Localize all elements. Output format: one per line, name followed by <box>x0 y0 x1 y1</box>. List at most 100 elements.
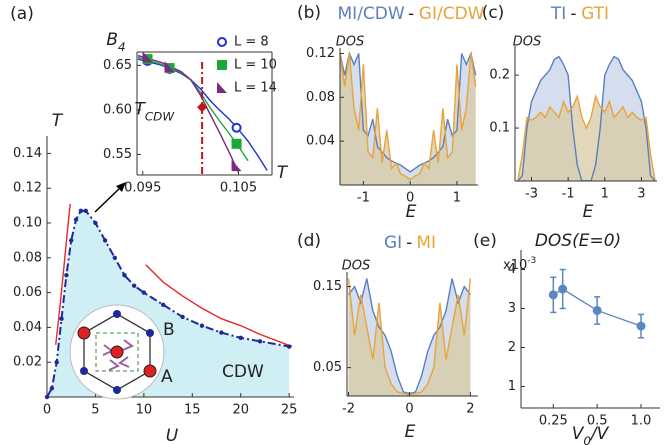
marker <box>73 217 79 222</box>
marker <box>141 290 147 295</box>
x-tick-label: 1 <box>453 191 461 206</box>
panel-d: 0.05 0.15 -2 0 2 (d) E DOS GI - MI <box>297 231 478 442</box>
y-axis-label: DOS <box>342 259 371 274</box>
y-axis-label-main: B <box>106 30 118 50</box>
legend-entry: GI <box>384 233 402 253</box>
legend-entry: TI <box>550 4 566 24</box>
x-tick-label: 0 <box>406 191 414 206</box>
x-tick-label: -2 <box>342 402 355 417</box>
y-tick-label: 0.65 <box>103 58 132 73</box>
panel-a-inset: 0.55 0.60 0.65 0.095 0.105 T B4 L = 8 L = 10 L = … <box>103 30 289 196</box>
area-fill <box>517 96 656 181</box>
legend: MI/CDW - GI/CDW <box>338 4 485 24</box>
marker <box>161 302 166 307</box>
x-tick-label: 0 <box>405 402 413 417</box>
y-tick-label: 0.55 <box>103 147 132 162</box>
y-tick-label: 0.1 <box>489 121 510 136</box>
marker <box>231 138 242 149</box>
legend-label: L = 10 <box>234 58 277 73</box>
x-tick-label: 20 <box>232 403 249 418</box>
series-line <box>517 94 656 181</box>
lattice-site <box>80 367 88 375</box>
marker <box>142 51 153 63</box>
series-line <box>517 55 656 181</box>
y-tick-label: 4 <box>508 262 516 277</box>
decoration: A B CDW <box>69 30 285 400</box>
panel-label: (b) <box>297 3 321 23</box>
panel-label: (a) <box>10 4 34 24</box>
y-tick-label: 0.06 <box>13 285 42 300</box>
legend-entry: GI/CDW <box>419 4 485 24</box>
marker <box>231 160 242 172</box>
y-tick-label: 0.05 <box>313 360 342 375</box>
legend-label: L = 14 <box>234 81 277 96</box>
series-line <box>47 209 290 397</box>
marker <box>199 323 205 328</box>
marker <box>44 394 50 400</box>
legend: TI - GTI <box>550 4 609 24</box>
lattice-site <box>113 386 121 394</box>
arrow <box>94 185 123 213</box>
x-axis-label: V0/V <box>572 424 610 445</box>
y-tick-label: 1 <box>508 379 516 394</box>
site-label: A <box>161 367 173 387</box>
series-line <box>137 58 268 171</box>
marker <box>180 314 185 320</box>
x-tick-label: 1.0 <box>631 414 652 429</box>
series-line <box>145 264 293 348</box>
y-tick-label: 3 <box>508 301 516 316</box>
y-axis-label-sub: 4 <box>118 40 126 54</box>
scale-label: x10-3 <box>503 256 537 273</box>
chart-title: DOS(E=0) <box>535 231 621 251</box>
series-line <box>55 203 71 345</box>
lattice-site-red <box>77 326 91 340</box>
x-tick-label: 0 <box>43 403 51 418</box>
marker <box>54 360 59 365</box>
panel-label: (e) <box>473 231 497 251</box>
y-tick-label: 0.15 <box>313 279 342 294</box>
inset-background <box>95 30 285 198</box>
data-point <box>592 305 602 315</box>
series-line <box>552 288 642 327</box>
y-tick-label: 0.08 <box>13 250 42 265</box>
lattice-site-red <box>143 364 157 378</box>
x-tick-label: 0.105 <box>220 181 257 196</box>
legend-entry: MI/CDW <box>338 4 405 24</box>
x-axis-label: E <box>405 422 416 442</box>
marker <box>69 238 74 243</box>
x-axis-label: E <box>583 202 594 222</box>
region-label: CDW <box>222 362 264 382</box>
y-tick-label: 0.08 <box>306 90 335 105</box>
critical-label-main: T <box>134 99 146 119</box>
lattice-square <box>95 332 139 372</box>
x-tick-label: 1 <box>601 187 609 202</box>
marker <box>59 316 64 321</box>
x-axis-label-after: /V <box>589 424 610 444</box>
x-axis-label: T <box>277 163 289 183</box>
x-axis-label: U <box>166 426 179 445</box>
marker <box>131 283 137 288</box>
y-axis-label: DOS <box>513 35 542 50</box>
marker <box>257 339 263 344</box>
y-tick-label: 0.04 <box>306 134 335 149</box>
panel-c: 0.1 0.2 -3 -1 1 3 (c) E DOS TI - GTI <box>482 3 657 222</box>
marker <box>83 208 88 214</box>
legend-separator: - <box>570 4 577 24</box>
x-tick-label: 0.5 <box>587 414 608 429</box>
x-tick-label: -1 <box>357 191 370 206</box>
legend-separator: - <box>406 233 412 253</box>
legend: GI - MI <box>384 233 436 253</box>
panel-e: 1 2 3 4 0.25 0.5 1.0 (e) V0/V DOS(E=0) x10-3 <box>473 231 660 445</box>
y-tick-label: 0.04 <box>13 320 42 335</box>
x-tick-label: -3 <box>525 187 538 202</box>
marker <box>102 238 108 243</box>
legend-separator: - <box>408 4 415 24</box>
y-tick-label: 0.02 <box>13 355 42 370</box>
scale-label-sup: -3 <box>527 256 536 266</box>
marker <box>122 273 127 278</box>
legend-label: L = 8 <box>234 35 269 50</box>
x-tick-label: 15 <box>184 403 201 418</box>
data-point <box>548 290 558 300</box>
marker <box>112 255 118 260</box>
critical-point <box>197 102 208 113</box>
